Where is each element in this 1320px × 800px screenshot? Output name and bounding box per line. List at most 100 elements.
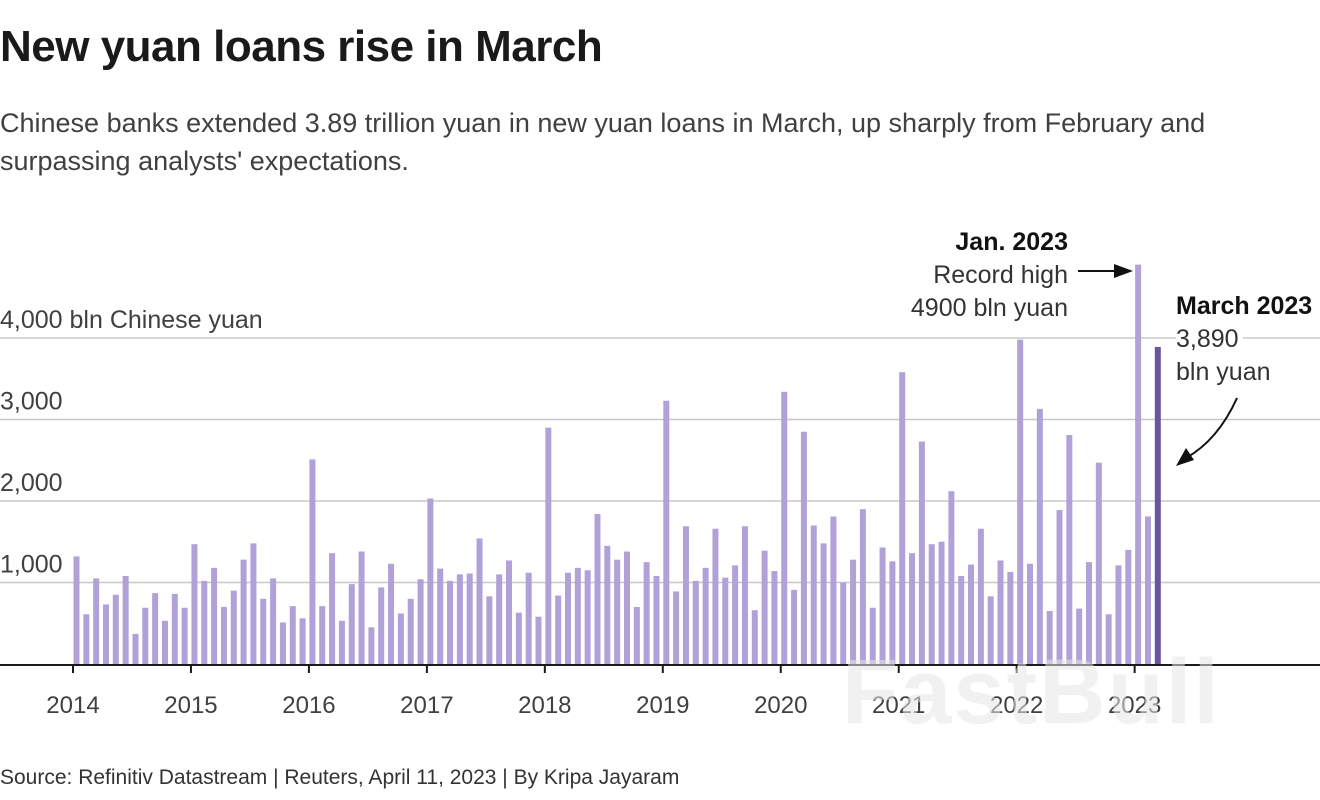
y-tick-label: 2,000: [0, 469, 63, 497]
bar: [909, 553, 916, 664]
bar: [397, 613, 404, 664]
bar: [358, 551, 365, 664]
x-tick-label: 2014: [46, 692, 99, 719]
bar: [1066, 434, 1073, 664]
bar: [201, 580, 208, 664]
bar: [889, 561, 896, 664]
x-tick-label: 2017: [400, 692, 453, 719]
bar: [859, 509, 866, 664]
bar: [899, 372, 906, 664]
bar: [1154, 346, 1161, 664]
bar: [535, 616, 542, 664]
bar: [623, 551, 630, 664]
bar: [211, 567, 218, 664]
bar: [938, 541, 945, 664]
bar: [692, 580, 699, 664]
bar: [161, 620, 168, 664]
bar: [122, 575, 129, 664]
bar: [319, 606, 326, 664]
chart-subtitle: Chinese banks extended 3.89 trillion yua…: [0, 108, 1206, 176]
bar: [948, 491, 955, 664]
bar: [1046, 611, 1053, 664]
bar: [83, 614, 90, 664]
bar: [584, 570, 591, 664]
y-tick-label: 1,000: [0, 551, 63, 579]
bar: [1036, 408, 1043, 664]
bar: [1135, 264, 1142, 664]
bar: [299, 618, 306, 664]
bar: [987, 596, 994, 664]
bar: [230, 590, 237, 664]
bar: [879, 547, 886, 664]
bar: [702, 567, 709, 664]
bar: [604, 545, 611, 664]
march-2023-line2: bln yuan: [1176, 358, 1271, 386]
jan-2023-label: Jan. 2023: [955, 228, 1068, 256]
bar: [741, 526, 748, 664]
bar: [732, 565, 739, 664]
x-tick-label: 2016: [282, 692, 335, 719]
bar: [781, 391, 788, 664]
gridlines: [0, 337, 1320, 584]
bar: [1076, 608, 1083, 664]
bar: [456, 574, 463, 664]
bar: [1017, 339, 1024, 664]
bar: [771, 571, 778, 664]
bar: [1125, 549, 1132, 664]
bar: [977, 528, 984, 664]
bar: [152, 593, 159, 664]
bar: [240, 559, 247, 664]
bar: [653, 575, 660, 664]
bar: [93, 578, 100, 664]
bar: [565, 572, 571, 664]
bar: [840, 582, 847, 664]
bar: [830, 516, 837, 664]
bar: [142, 607, 149, 664]
x-tick-label: 2020: [754, 692, 807, 719]
bar: [496, 574, 503, 664]
bar: [378, 587, 385, 664]
bar: [437, 568, 444, 664]
x-tick-label: 2015: [164, 692, 217, 719]
bar: [476, 538, 483, 664]
bar: [1095, 462, 1102, 664]
bar: [1027, 563, 1034, 664]
bar: [220, 606, 227, 664]
bar: [968, 564, 975, 664]
bar: [682, 526, 689, 664]
bar: [997, 560, 1004, 664]
bar: [850, 559, 857, 664]
bar: [132, 633, 139, 664]
x-tick-label: 2021: [872, 692, 925, 719]
jan-2023-line1: Record high: [933, 261, 1068, 289]
bar: [1105, 614, 1112, 664]
x-tick-label: 2023: [1108, 692, 1161, 719]
bar: [525, 572, 532, 664]
bar: [594, 514, 601, 664]
bar: [250, 543, 257, 664]
bar: [712, 528, 719, 664]
bar: [555, 595, 562, 664]
bar: [289, 606, 296, 664]
bar: [663, 400, 670, 664]
jan-2023-line2: 4900 bln yuan: [910, 294, 1068, 322]
chart-title: New yuan loans rise in March: [0, 22, 603, 71]
y-tick-label: 4,000 bln Chinese yuan: [0, 306, 263, 334]
bar: [958, 575, 965, 664]
bar: [751, 610, 758, 664]
march-2023-line1: 3,890: [1176, 323, 1243, 356]
bar: [643, 562, 650, 664]
y-axis-labels: 1,000 2,000 3,000 4,000 bln Chinese yuan: [0, 306, 263, 579]
x-tick-label: 2022: [990, 692, 1043, 719]
march-arrow-icon: [1176, 397, 1238, 466]
bar: [633, 606, 640, 664]
x-tick-label: 2019: [636, 692, 689, 719]
bar: [800, 431, 807, 664]
bar: [260, 598, 267, 664]
bar: [329, 553, 336, 664]
bar: [791, 589, 798, 664]
bar: [810, 525, 817, 664]
bar: [545, 427, 552, 664]
bar: [171, 593, 178, 664]
